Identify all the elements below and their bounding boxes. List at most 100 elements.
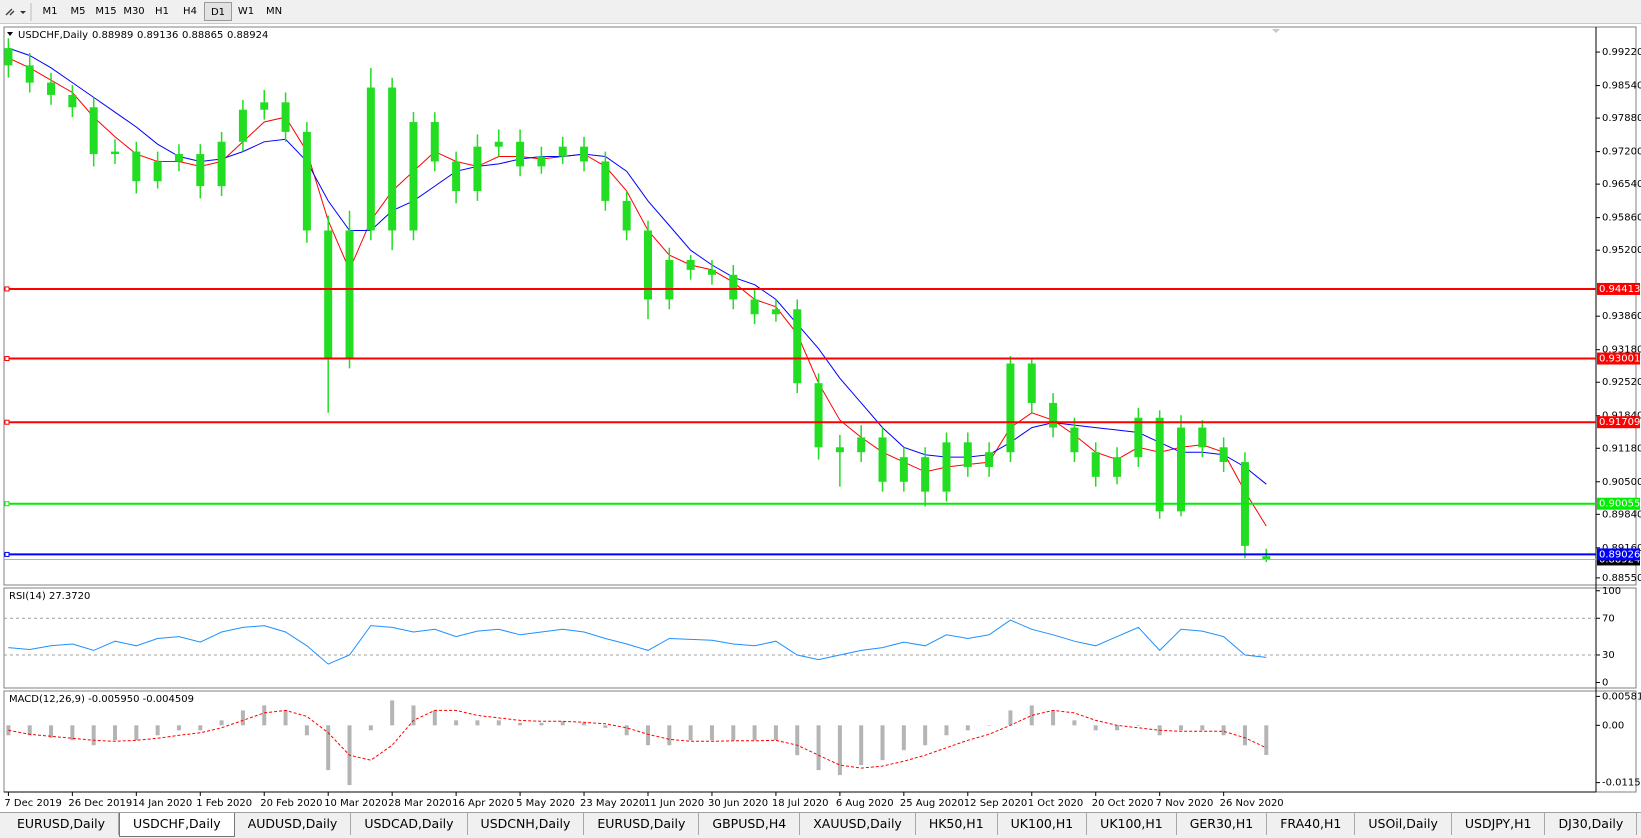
candle-body — [473, 146, 482, 192]
macd-bar — [1200, 725, 1205, 731]
y-tick-label: 0.98540 — [1602, 81, 1641, 92]
candle-body — [558, 146, 567, 157]
chart-tab[interactable]: USDCAD,Daily — [351, 813, 468, 835]
level-label: 0.93001 — [1599, 354, 1640, 365]
macd-bar — [283, 710, 288, 726]
chart-tab[interactable]: GER30,H1 — [1177, 813, 1268, 835]
candle-body — [302, 131, 311, 231]
chart-tab[interactable]: HK50,H1 — [916, 813, 998, 835]
y-tick-label: 0.99220 — [1602, 47, 1641, 58]
x-tick-label: 5 May 2020 — [516, 798, 575, 809]
macd-bar — [582, 722, 587, 726]
main-panel-frame — [3, 26, 1637, 586]
macd-bar — [176, 725, 181, 731]
candle-body — [516, 141, 525, 167]
level-label: 0.90055 — [1599, 499, 1640, 510]
candle-body — [196, 154, 205, 187]
macd-title: MACD(12,26,9) -0.005950 -0.004509 — [9, 694, 194, 705]
y-tick-label: 0.95860 — [1602, 213, 1641, 224]
candle-body — [537, 156, 546, 167]
candle-body — [750, 299, 759, 315]
x-tick-label: 16 Apr 2020 — [452, 798, 514, 809]
level-handle — [4, 286, 10, 292]
chart-tab[interactable]: USOil,Daily — [1355, 813, 1452, 835]
level-label-box — [1597, 352, 1640, 365]
macd-bar — [603, 725, 608, 728]
level-label-box — [1597, 548, 1640, 561]
candle-body — [707, 269, 716, 275]
chart-tab[interactable]: GBPUSD,H4 — [699, 813, 801, 835]
macd-bar — [475, 720, 480, 726]
timeframe-button[interactable]: H4 — [183, 6, 197, 17]
chart-tab[interactable]: AUDUSD,Daily — [235, 813, 352, 835]
tab-bar: EURUSD,Daily USDCHF,Daily AUDUSD,Daily USDC… — [0, 812, 1641, 838]
x-tick-label: 18 Jul 2020 — [772, 798, 829, 809]
x-tick-label: 6 Aug 2020 — [836, 798, 894, 809]
header-high: 0.89136 — [137, 30, 178, 41]
timeframe-button[interactable]: M30 — [123, 6, 145, 17]
candle-body — [217, 141, 226, 187]
macd-bar — [518, 722, 523, 726]
macd-bar — [198, 725, 203, 731]
timeframe-button[interactable]: M5 — [70, 6, 86, 17]
candle-body — [1113, 457, 1122, 477]
chart-tab[interactable]: CHINA300,H1 — [1637, 813, 1641, 835]
macd-bar — [688, 725, 693, 741]
chart-tab[interactable]: XAUUSD,Daily — [800, 813, 916, 835]
candle-body — [345, 230, 354, 359]
macd-bar — [113, 725, 117, 741]
x-tick-label: 28 Mar 2020 — [388, 798, 451, 809]
chart-tab[interactable]: EURUSD,Daily — [4, 813, 120, 835]
candle-body — [644, 230, 652, 300]
macd-bar — [624, 725, 629, 736]
chart-tab[interactable]: FRA40,H1 — [1267, 813, 1356, 835]
chart-tab[interactable]: EURUSD,Daily — [584, 813, 700, 835]
candle-body — [1070, 427, 1079, 453]
candle-body — [686, 260, 695, 270]
chart-title: USDCHF,Daily — [18, 30, 88, 41]
y-tick-label: 0.97880 — [1602, 113, 1641, 124]
x-tick-label: 20 Feb 2020 — [260, 798, 322, 809]
chart-tab[interactable]: DJ30,Daily — [1545, 813, 1638, 835]
candle-body — [366, 87, 375, 231]
y-tick-label: 70 — [1602, 613, 1615, 624]
macd-bar — [91, 725, 96, 746]
x-tick-label: 1 Feb 2020 — [196, 798, 252, 809]
chart-tab[interactable]: UK100,H1 — [1087, 813, 1177, 835]
y-tick-label: 100 — [1602, 586, 1621, 597]
timeframe-button[interactable]: W1 — [237, 6, 255, 17]
header-open: 0.88989 — [92, 30, 133, 41]
timeframe-button[interactable]: D1 — [204, 2, 232, 21]
macd-bar — [709, 725, 714, 741]
candle-body — [174, 154, 183, 162]
macd-bar — [155, 725, 160, 736]
timeframe-button[interactable]: H1 — [155, 6, 169, 17]
chart: USDCHF,Daily 0.88989 0.89136 0.88865 0.8… — [0, 24, 1641, 812]
toolbar-icon[interactable] — [2, 0, 32, 24]
y-tick-label: 30 — [1602, 650, 1615, 661]
timeframe-button[interactable]: M1 — [42, 6, 58, 17]
y-tick-label: 0.95200 — [1602, 245, 1641, 256]
toolbar: M1 M5 M15 M30 H1 H4 D1 W1 MN — [0, 0, 1641, 24]
macd-bar — [646, 725, 650, 746]
candle-body — [1155, 417, 1164, 512]
candle-body — [68, 94, 77, 108]
chart-tab[interactable]: UK100,H1 — [998, 813, 1088, 835]
header-low: 0.88865 — [182, 30, 223, 41]
macd-bar — [219, 720, 224, 726]
chart-tab[interactable]: USDCNH,Daily — [468, 813, 585, 835]
chart-tab[interactable]: USDCHF,Daily — [119, 813, 235, 837]
macd-bar — [816, 725, 821, 771]
macd-bar — [432, 710, 437, 726]
macd-bar — [1072, 720, 1077, 726]
macd-bar — [795, 725, 800, 756]
timeframe-button[interactable]: M15 — [95, 6, 117, 17]
level-label: 0.89026 — [1599, 549, 1640, 560]
x-tick-label: 7 Nov 2020 — [1156, 798, 1214, 809]
chart-tab[interactable]: USDJPY,H1 — [1452, 813, 1546, 835]
timeframe-button[interactable]: MN — [265, 6, 283, 17]
candle-body — [580, 146, 589, 162]
candle-body — [985, 452, 994, 467]
